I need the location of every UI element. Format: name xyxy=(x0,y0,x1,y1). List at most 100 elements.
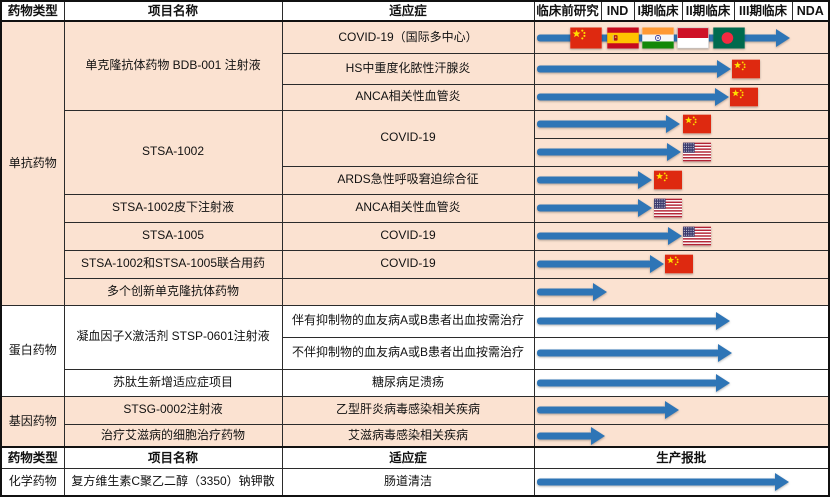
indication-cell xyxy=(281,277,535,306)
project-cell: 治疗艾滋病的细胞治疗药物 xyxy=(63,423,283,448)
timeline-track xyxy=(535,251,828,277)
column-header-ind: IND xyxy=(600,0,635,23)
timeline-cell xyxy=(533,336,830,370)
timeline-track xyxy=(535,54,828,83)
flag-usa-icon xyxy=(653,199,682,218)
table-row: STSA-1002 COVID-19 xyxy=(1,109,830,195)
column-header-phase3: III期临床 xyxy=(733,0,793,23)
column-header-nda: NDA xyxy=(791,0,830,23)
timeline-cell xyxy=(533,304,830,338)
indication-cell: 伴有抑制物的血友病A或B患者出血按需治疗 xyxy=(281,304,535,338)
indication-cell: COVID-19（国际多中心） xyxy=(281,20,535,54)
footer-header-row: 药物类型 项目名称 适应症 生产报批 xyxy=(0,446,830,469)
column-header-project: 项目名称 xyxy=(63,0,283,23)
column-header-indication: 适应症 xyxy=(281,446,535,469)
timeline-cell xyxy=(533,52,830,85)
progress-arrow xyxy=(536,88,729,107)
column-header-phase2: II期临床 xyxy=(681,0,735,23)
project-cell: STSG-0002注射液 xyxy=(63,395,283,425)
timeline-track xyxy=(535,22,828,52)
progress-arrow xyxy=(536,143,681,162)
table-row: 苏肽生新增适应症项目 糖尿病足溃疡 xyxy=(1,368,830,397)
timeline-cell xyxy=(533,467,830,497)
column-header-drug-type: 药物类型 xyxy=(0,446,65,469)
indication-cell: ARDS急性呼吸窘迫综合征 xyxy=(281,165,535,195)
progress-arrow xyxy=(536,171,652,190)
column-header-preclinical: 临床前研究 xyxy=(533,0,602,23)
project-cell: 凝血因子X激活剂 STSP-0601注射液 xyxy=(63,304,283,370)
table-row: ARDS急性呼吸窘迫综合征 xyxy=(1,165,830,195)
drug-type-cell: 蛋白药物 xyxy=(0,304,65,397)
indication-cell: 不伴抑制物的血友病A或B患者出血按需治疗 xyxy=(281,336,535,370)
table-row: STSA-1005 COVID-19 xyxy=(1,221,830,251)
timeline-cell xyxy=(533,395,830,425)
timeline-track xyxy=(535,425,828,446)
timeline-track xyxy=(535,397,828,423)
flag-bangladesh-icon xyxy=(712,27,745,49)
table-row: 蛋白药物 凝血因子X激活剂 STSP-0601注射液 伴有抑制物的血友病A或B患… xyxy=(0,304,830,397)
column-header-project: 项目名称 xyxy=(63,446,283,469)
table-row xyxy=(1,137,830,167)
column-header-drug-type: 药物类型 xyxy=(0,0,65,23)
table-row: STSA-1002和STSA-1005联合用药 COVID-19 xyxy=(1,249,830,279)
timeline-track xyxy=(535,85,828,109)
indication-cell: COVID-19 xyxy=(281,109,535,167)
table-row: STSA-1002皮下注射液 ANCA相关性血管炎 xyxy=(1,193,830,223)
timeline-track xyxy=(535,139,828,165)
progress-arrow xyxy=(536,227,682,246)
indication-cell: 乙型肝炎病毒感染相关疾病 xyxy=(281,395,535,425)
flag-india-icon xyxy=(641,27,674,49)
table-row: 多个创新单克隆抗体药物 xyxy=(1,277,830,306)
progress-arrow xyxy=(536,59,731,78)
timeline-track xyxy=(535,469,828,495)
table-row: HS中重度化脓性汗腺炎 xyxy=(1,52,830,85)
table-row: 治疗艾滋病的细胞治疗药物 艾滋病毒感染相关疾病 xyxy=(1,423,830,448)
flag-indonesia-icon xyxy=(676,27,709,49)
project-cell: 苏肽生新增适应症项目 xyxy=(63,368,283,397)
column-header-indication: 适应症 xyxy=(281,0,535,23)
timeline-cell xyxy=(533,165,830,195)
project-cell: 复方维生素C聚乙二醇（3350）钠钾散 xyxy=(63,467,283,497)
project-cell: 多个创新单克隆抗体药物 xyxy=(63,277,283,306)
indication-cell: 艾滋病毒感染相关疾病 xyxy=(281,423,535,448)
flag-china-icon xyxy=(664,255,693,274)
timeline-track xyxy=(535,223,828,249)
timeline-track xyxy=(535,195,828,221)
progress-arrow xyxy=(536,426,605,445)
table-row: 不伴抑制物的血友病A或B患者出血按需治疗 xyxy=(1,336,830,370)
project-cell: STSA-1002和STSA-1005联合用药 xyxy=(63,249,283,279)
timeline-track xyxy=(535,111,828,137)
table-row: 化学药物 复方维生素C聚乙二醇（3350）钠钾散 肠道清洁 xyxy=(0,467,830,497)
indication-cell: 肠道清洁 xyxy=(281,467,535,497)
timeline-track xyxy=(535,370,828,395)
progress-arrow xyxy=(536,255,664,274)
table-row: ANCA相关性血管炎 xyxy=(1,83,830,111)
progress-arrow xyxy=(536,473,789,492)
timeline-cell xyxy=(533,83,830,111)
timeline-cell xyxy=(533,20,830,54)
flag-china-icon xyxy=(731,59,760,79)
progress-arrow xyxy=(536,344,732,363)
indication-cell: 糖尿病足溃疡 xyxy=(281,368,535,397)
table-row: 单抗药物 单克隆抗体药物 BDB-001 注射液 COVID-19（国际多中心） xyxy=(0,20,830,306)
flag-china-icon xyxy=(729,88,758,107)
flag-usa-icon xyxy=(682,227,711,246)
progress-arrow xyxy=(536,199,652,218)
project-cell: STSA-1002皮下注射液 xyxy=(63,193,283,223)
timeline-cell xyxy=(533,109,830,139)
timeline-cell xyxy=(533,137,830,167)
indication-cell: ANCA相关性血管炎 xyxy=(281,193,535,223)
drug-type-cell: 单抗药物 xyxy=(0,20,65,306)
progress-arrow xyxy=(536,312,730,331)
indication-cell: COVID-19 xyxy=(281,221,535,251)
drug-type-cell: 基因药物 xyxy=(0,395,65,448)
progress-arrow xyxy=(536,282,607,301)
flag-china-icon xyxy=(653,171,682,190)
flag-china-icon xyxy=(569,27,602,49)
table-row: 基因药物 STSG-0002注射液 乙型肝炎病毒感染相关疾病 xyxy=(0,395,830,448)
column-header-production-approval: 生产报批 xyxy=(533,446,830,469)
timeline-cell xyxy=(533,221,830,251)
timeline-track xyxy=(535,167,828,193)
timeline-track xyxy=(535,306,828,336)
